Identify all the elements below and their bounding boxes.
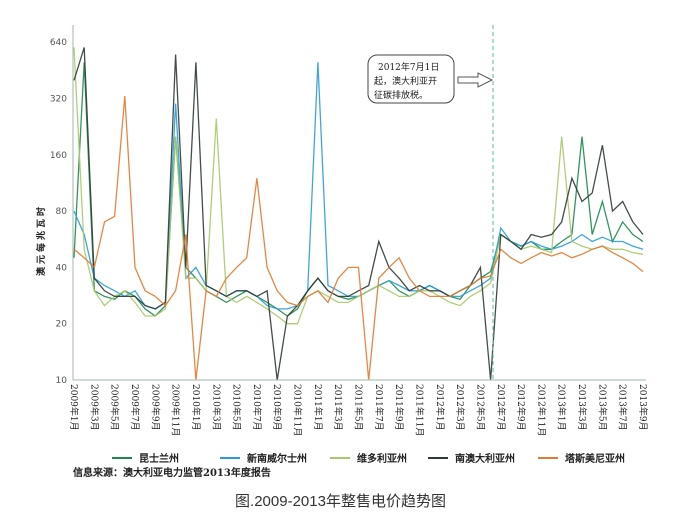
source-note: 信息来源：澳大利亚电力监管2013年度报告 — [73, 466, 271, 479]
x-tick-label: 2012年11月 — [535, 384, 547, 436]
x-tick-label: 2010年9月 — [271, 384, 283, 431]
x-tick-label: 2010年1月 — [190, 384, 202, 431]
x-tick-label: 2010年7月 — [251, 384, 263, 431]
x-tick-label: 2011年7月 — [373, 384, 385, 431]
x-tick-label: 2012年1月 — [434, 384, 446, 431]
x-tick-label: 2012年7月 — [495, 384, 507, 431]
x-tick-label: 2009年3月 — [88, 384, 100, 431]
annotation-line: 征碳排放税。 — [374, 89, 428, 101]
y-axis-label: 澳元每兆瓦时 — [35, 204, 47, 276]
x-tick-label: 2012年3月 — [454, 384, 466, 431]
x-tick-label: 2010年11月 — [292, 384, 304, 436]
annotation-line: 2012年7月1日 — [378, 61, 439, 73]
legend-label: 南澳大利亚州 — [455, 452, 515, 465]
x-tick-label: 2013年7月 — [617, 384, 629, 431]
x-tick-label: 2010年5月 — [231, 384, 243, 431]
legend-label: 昆士兰州 — [139, 452, 179, 465]
y-tick-label: 640 — [50, 38, 67, 48]
x-tick-label: 2013年3月 — [576, 384, 588, 431]
x-tick-label: 2009年5月 — [109, 384, 121, 431]
x-tick-label: 2011年5月 — [353, 384, 365, 431]
y-tick-label: 40 — [56, 263, 68, 273]
arrow-icon — [457, 72, 494, 88]
x-tick-label: 2013年1月 — [556, 384, 568, 431]
x-tick-label: 2009年7月 — [129, 384, 141, 431]
y-tick-label: 160 — [50, 151, 67, 161]
x-tick-label: 2009年11月 — [170, 384, 182, 436]
x-tick-label: 2009年9月 — [149, 384, 161, 431]
x-tick-label: 2010年3月 — [210, 384, 222, 431]
legend-label: 塔斯美尼亚州 — [565, 452, 625, 465]
y-tick-label: 10 — [56, 376, 68, 386]
legend-label: 维多利亚州 — [357, 452, 407, 465]
x-tick-label: 2012年5月 — [474, 384, 486, 431]
annotation-line: 起，澳大利亚开 — [374, 75, 437, 87]
y-tick-label: 20 — [56, 320, 68, 330]
x-tick-label: 2013年9月 — [637, 384, 649, 431]
series-line-3 — [73, 47, 644, 381]
annotation-box: 2012年7月1日 起，澳大利亚开 征碳排放税。 — [367, 54, 455, 104]
x-tick-label: 2011年9月 — [393, 384, 405, 431]
x-tick-label: 2011年3月 — [332, 384, 344, 431]
series-line-2 — [73, 47, 644, 325]
figure-caption: 图.2009-2013年整售电价趋势图 — [235, 493, 446, 510]
y-tick-label: 320 — [50, 95, 67, 105]
x-tick-label: 2011年1月 — [312, 384, 324, 431]
x-tick-label: 2013年5月 — [596, 384, 608, 431]
legend-label: 新南威尔士州 — [247, 452, 307, 465]
series-line-4 — [73, 95, 644, 381]
x-tick-label: 2011年11月 — [413, 384, 425, 436]
y-tick-label: 80 — [56, 207, 68, 217]
x-tick-label: 2012年9月 — [515, 384, 527, 431]
x-tick-label: 2009年1月 — [68, 384, 80, 431]
